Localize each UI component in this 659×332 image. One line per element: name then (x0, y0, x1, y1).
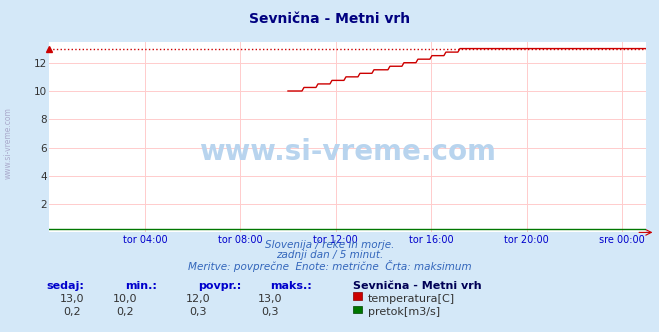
Text: Sevnična - Metni vrh: Sevnična - Metni vrh (249, 12, 410, 26)
Text: pretok[m3/s]: pretok[m3/s] (368, 307, 440, 317)
Text: 12,0: 12,0 (185, 294, 210, 304)
Text: 13,0: 13,0 (60, 294, 85, 304)
Text: min.:: min.: (125, 281, 157, 290)
Text: maks.:: maks.: (270, 281, 312, 290)
Text: www.si-vreme.com: www.si-vreme.com (199, 138, 496, 166)
Text: 0,3: 0,3 (189, 307, 206, 317)
Text: 13,0: 13,0 (258, 294, 283, 304)
Text: 0,3: 0,3 (262, 307, 279, 317)
Text: 0,2: 0,2 (117, 307, 134, 317)
Text: Meritve: povprečne  Enote: metrične  Črta: maksimum: Meritve: povprečne Enote: metrične Črta:… (188, 260, 471, 272)
Text: temperatura[C]: temperatura[C] (368, 294, 455, 304)
Text: zadnji dan / 5 minut.: zadnji dan / 5 minut. (276, 250, 383, 260)
Text: sedaj:: sedaj: (46, 281, 84, 290)
Text: 0,2: 0,2 (64, 307, 81, 317)
Text: Sevnična - Metni vrh: Sevnična - Metni vrh (353, 281, 481, 290)
Text: povpr.:: povpr.: (198, 281, 241, 290)
Text: www.si-vreme.com: www.si-vreme.com (3, 107, 13, 179)
Text: 10,0: 10,0 (113, 294, 138, 304)
Text: Slovenija / reke in morje.: Slovenija / reke in morje. (265, 240, 394, 250)
